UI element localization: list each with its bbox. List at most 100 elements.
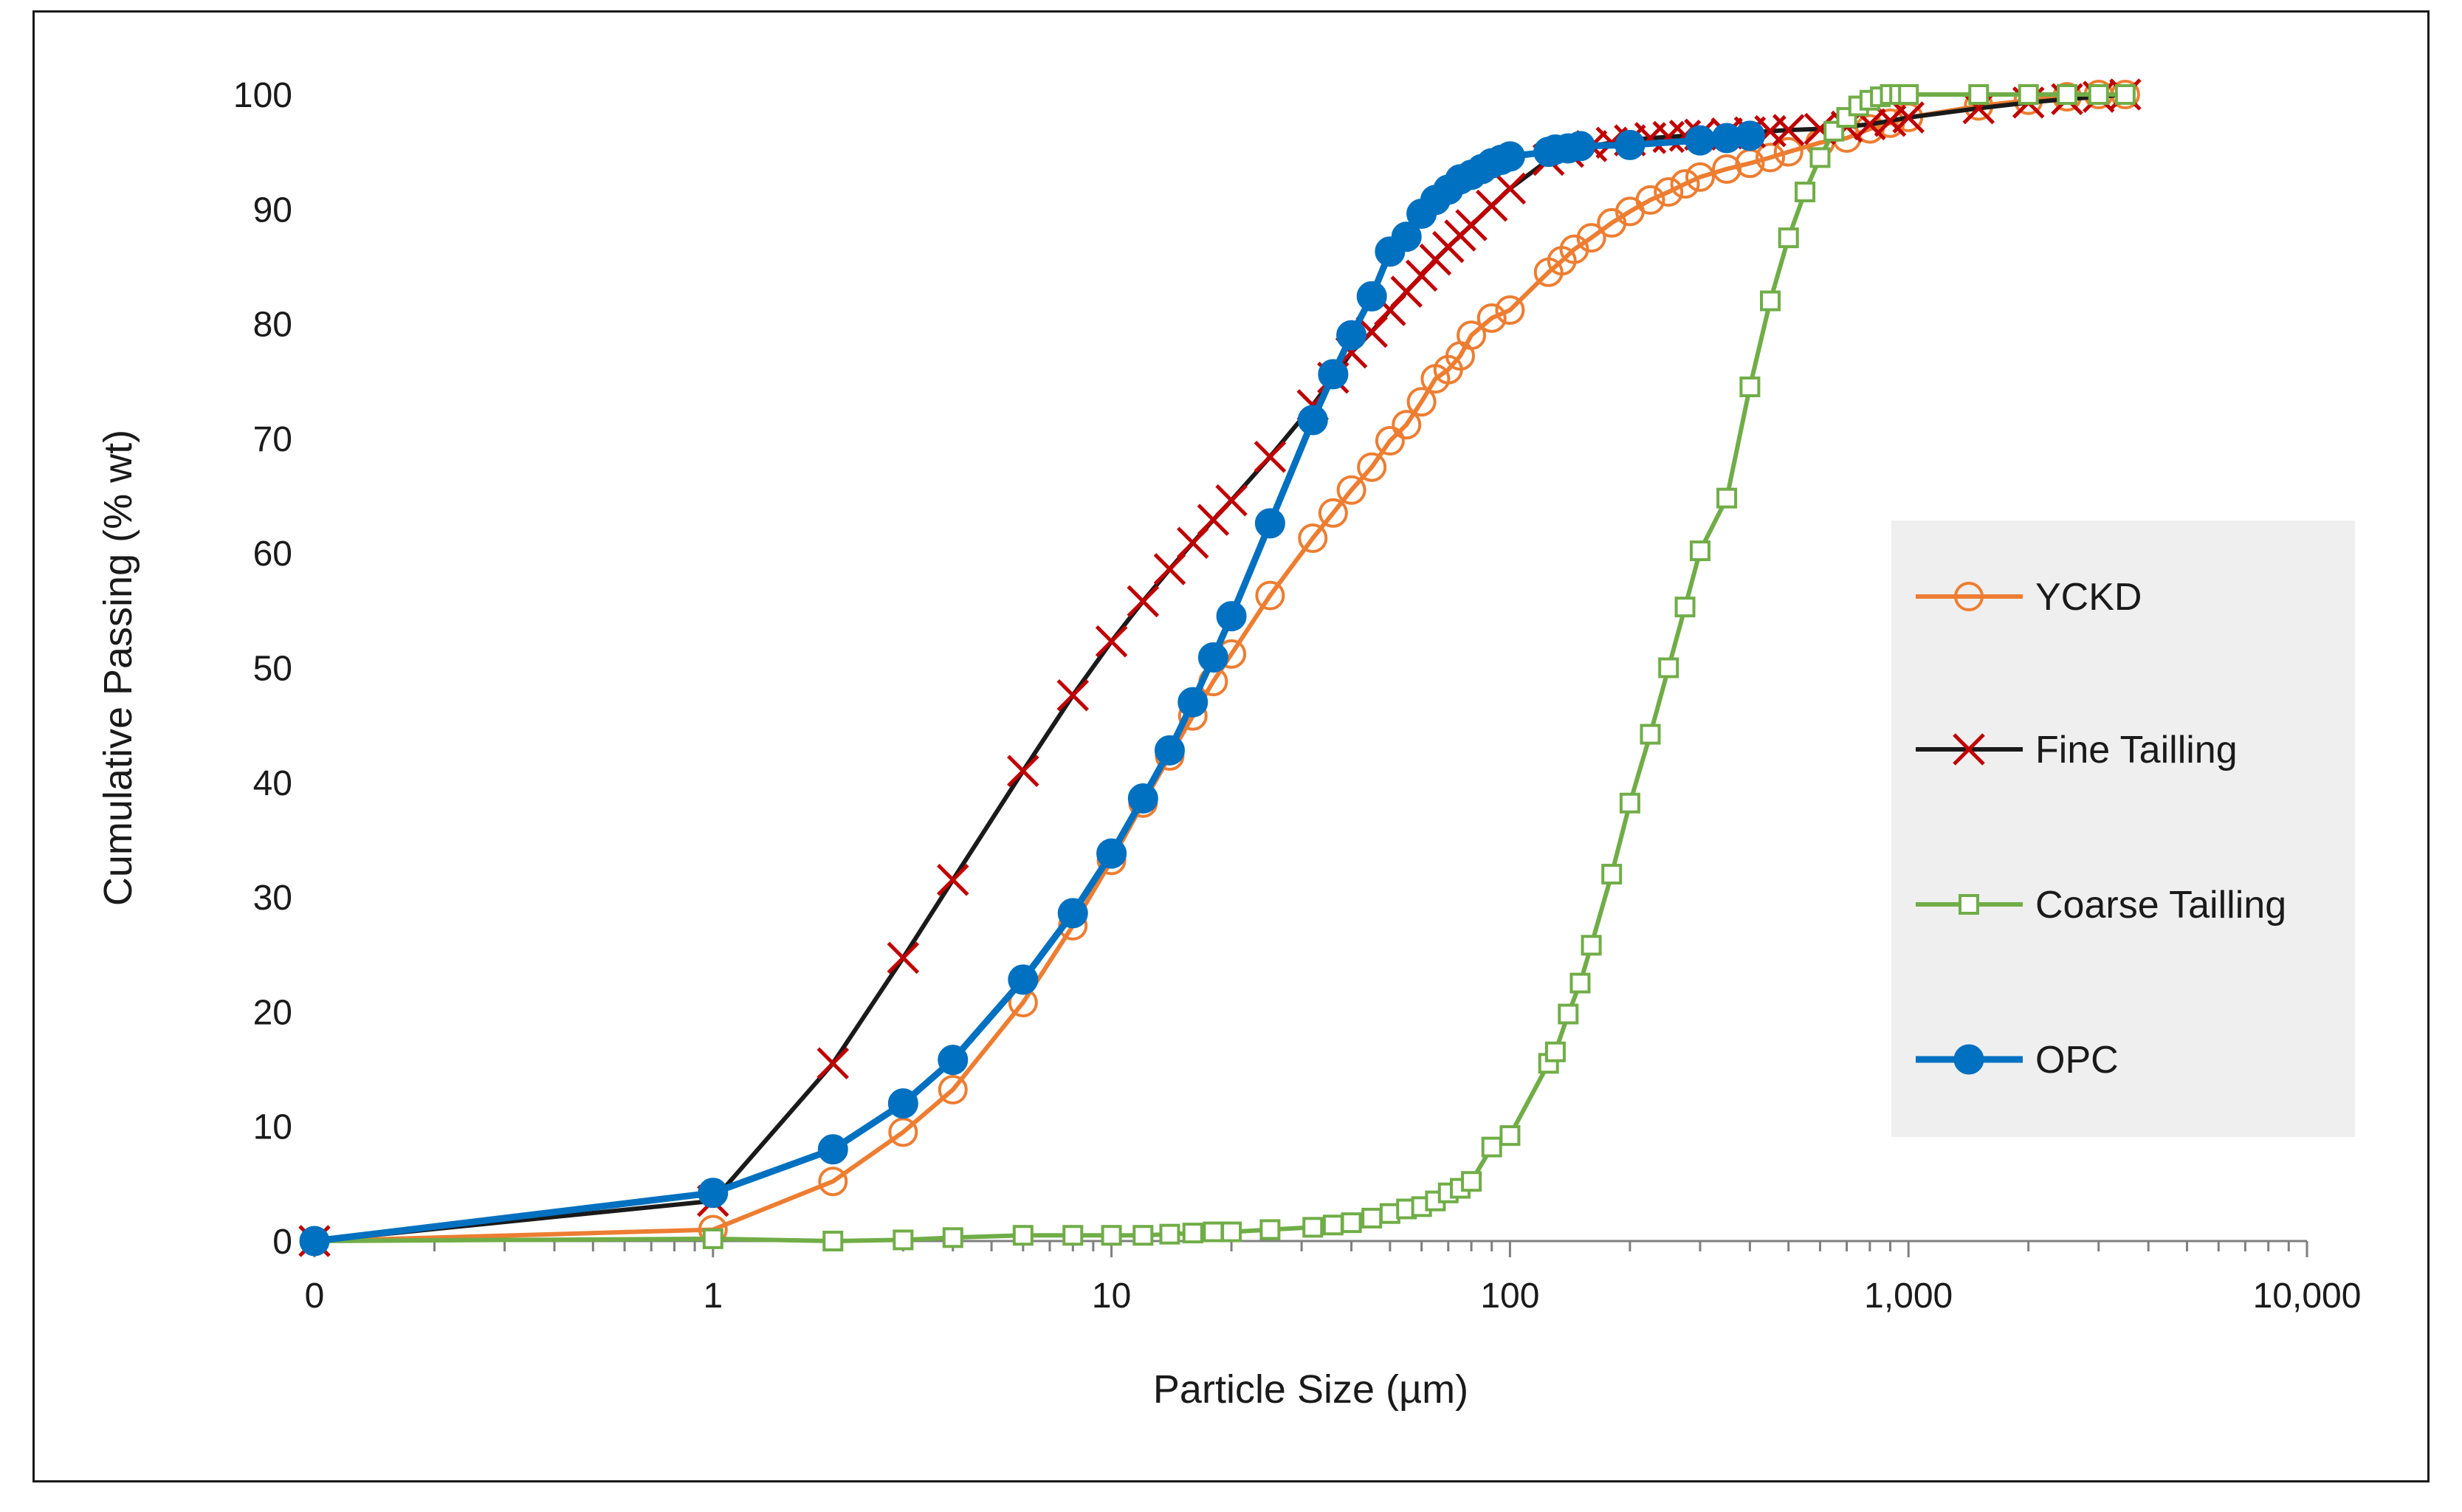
data-point [2088, 84, 2109, 105]
data-point [1154, 735, 1185, 766]
legend-item-ycKD: YCKD [1916, 576, 2142, 619]
data-point [1569, 972, 1591, 994]
data-point-stroke [1668, 120, 1702, 152]
data-point [1619, 792, 1640, 814]
data-point [1392, 410, 1422, 440]
data-point [1318, 359, 1349, 390]
x-tick-label: 10 [1092, 1276, 1131, 1316]
legend-marker [1954, 582, 1984, 611]
data-point-stroke [937, 864, 969, 896]
data-point [1203, 1221, 1224, 1243]
data-point [1062, 1225, 1084, 1246]
data-point-stroke [1095, 625, 1128, 658]
data-point-stroke [1127, 585, 1160, 618]
data-point [702, 1228, 723, 1249]
data-point [1007, 755, 1039, 788]
data-point [1685, 125, 1716, 156]
data-point [817, 1134, 848, 1165]
data-point [1581, 935, 1602, 956]
data-point [1772, 114, 1805, 146]
data-point [1216, 601, 1247, 632]
data-point [1057, 898, 1088, 929]
series-opc [299, 120, 1765, 1257]
data-point [1654, 177, 1684, 207]
data-point [1101, 1225, 1122, 1246]
y-tick-label: 70 [253, 420, 292, 459]
data-point [1127, 585, 1160, 618]
x-tick-label: 1,000 [1864, 1276, 1953, 1316]
legend-item-fine-tailling: Fine Tailling [1916, 729, 2238, 772]
x-tick-label: 1 [703, 1276, 723, 1316]
data-point [1356, 281, 1387, 312]
data-point [1564, 131, 1595, 162]
series-line [314, 132, 1750, 1245]
data-point [1322, 1214, 1344, 1236]
data-point [1712, 154, 1742, 184]
legend-marker-stroke [1953, 733, 1985, 766]
data-point [1391, 221, 1422, 252]
data-point-stroke [1215, 484, 1248, 517]
data-point [1132, 1225, 1154, 1246]
y-tick-label: 20 [253, 993, 292, 1032]
data-point [1689, 540, 1710, 562]
data-point [1254, 508, 1285, 539]
data-point [1254, 440, 1287, 473]
data-point [1406, 387, 1437, 417]
data-point [1361, 1207, 1383, 1228]
data-point [1494, 141, 1525, 172]
data-point [1375, 426, 1405, 456]
y-tick-label: 10 [253, 1108, 292, 1147]
data-point-stroke [1772, 114, 1805, 146]
data-point [1197, 642, 1228, 673]
x-tick-label: 100 [1480, 1276, 1539, 1316]
data-point [816, 1047, 850, 1080]
data-point [1476, 303, 1507, 333]
x-tick-labels: 0 1 10 100 1,000 10,000 [305, 1276, 2362, 1316]
legend-label-coarse-tailling: Coarse Tailling [2035, 884, 2286, 927]
data-point [1734, 120, 1765, 151]
data-point [1968, 84, 1990, 105]
data-point [1795, 182, 1816, 203]
data-point [1670, 169, 1700, 199]
legend-marker [1959, 894, 1979, 915]
data-point [1298, 523, 1328, 554]
legend-item-coarse-tailling: Coarse Tailling [1916, 884, 2286, 927]
data-point [1182, 1223, 1203, 1244]
data-point [1096, 838, 1127, 869]
data-point [1297, 405, 1328, 436]
data-point [888, 1117, 918, 1147]
y-tick-label: 0 [272, 1223, 292, 1262]
y-tick-label: 80 [253, 306, 292, 345]
data-point [938, 1075, 968, 1105]
data-point [1336, 320, 1367, 351]
data-point [1259, 1219, 1281, 1240]
data-point [887, 1088, 918, 1119]
data-point [1336, 475, 1366, 505]
data-point [1056, 679, 1090, 712]
data-point [1095, 625, 1128, 658]
data-point [942, 1227, 963, 1248]
data-point [1449, 1178, 1471, 1199]
data-point [887, 941, 920, 975]
data-point [1318, 498, 1348, 528]
legend-marker [1953, 733, 1985, 766]
x-tick-label: 0 [305, 1276, 325, 1316]
data-point-stroke [1493, 172, 1527, 205]
data-point [1809, 147, 1831, 168]
data-point [1177, 687, 1208, 718]
data-point-stroke [1056, 679, 1090, 712]
data-point [1159, 1223, 1180, 1245]
data-point [1461, 1171, 1482, 1192]
data-point [1773, 137, 1803, 167]
data-point [299, 1226, 330, 1257]
data-point [1544, 1041, 1566, 1062]
data-point [1255, 580, 1285, 611]
legend-background [1891, 520, 2355, 1137]
y-tick-label: 60 [253, 535, 292, 574]
data-point [1215, 484, 1248, 517]
data-point-stroke [1892, 101, 1925, 134]
data-point [1379, 1203, 1400, 1224]
data-point [2018, 84, 2039, 105]
data-point [1898, 84, 1919, 105]
data-point [1493, 172, 1527, 205]
